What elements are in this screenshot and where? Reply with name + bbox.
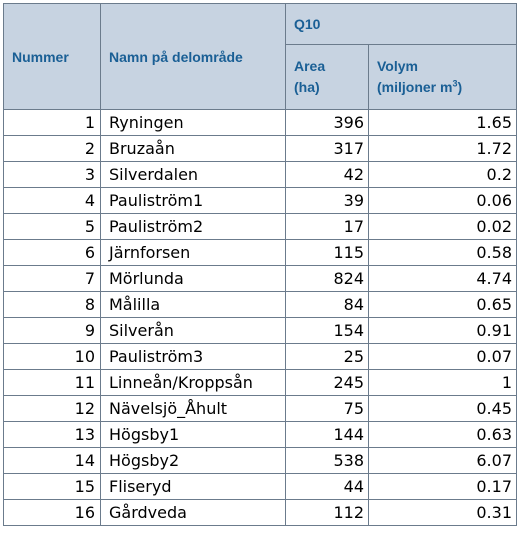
cell-volym: 0.2 [368,161,517,188]
cell-namn: Pauliström3 [100,343,286,370]
cell-area: 25 [285,343,369,370]
table-row: 6 Järnforsen 115 0.58 [3,239,517,266]
table-row: 13 Högsby1 144 0.63 [3,421,517,448]
header-area: Area (ha) [285,44,369,110]
header-namn: Namn på delområde [100,3,286,110]
cell-area: 824 [285,265,369,292]
subarea-table: Nummer Namn på delområde Q10 Area (ha) V… [3,3,517,526]
cell-area: 84 [285,291,369,318]
cell-volym: 0.07 [368,343,517,370]
table-row: 11 Linneån/Kroppsån 245 1 [3,369,517,396]
cell-namn: Pauliström1 [100,187,286,214]
cell-nummer: 5 [3,213,101,240]
header-area-label: Area [294,58,326,74]
cell-volym: 0.63 [368,421,517,448]
cell-area: 39 [285,187,369,214]
cell-nummer: 8 [3,291,101,318]
cell-namn: Nävelsjö_Åhult [100,395,286,422]
cell-area: 42 [285,161,369,188]
cell-area: 396 [285,109,369,136]
cell-nummer: 12 [3,395,101,422]
cell-area: 154 [285,317,369,344]
cell-nummer: 14 [3,447,101,474]
cell-namn: Linneån/Kroppsån [100,369,286,396]
cell-area: 115 [285,239,369,266]
cell-namn: Mörlunda [100,265,286,292]
cell-nummer: 2 [3,135,101,162]
table-row: 12 Nävelsjö_Åhult 75 0.45 [3,395,517,422]
cell-volym: 0.91 [368,317,517,344]
cell-namn: Högsby1 [100,421,286,448]
cell-namn: Högsby2 [100,447,286,474]
cell-namn: Bruzaån [100,135,286,162]
cell-nummer: 3 [3,161,101,188]
cell-volym: 1 [368,369,517,396]
cell-nummer: 10 [3,343,101,370]
cell-namn: Silverån [100,317,286,344]
cell-namn: Silverdalen [100,161,286,188]
cell-volym: 0.58 [368,239,517,266]
cell-volym: 0.02 [368,213,517,240]
cell-namn: Gårdveda [100,499,286,526]
table-row: 8 Målilla 84 0.65 [3,291,517,318]
cell-namn: Målilla [100,291,286,318]
cell-area: 245 [285,369,369,396]
cell-area: 538 [285,447,369,474]
cell-volym: 4.74 [368,265,517,292]
table-row: 5 Pauliström2 17 0.02 [3,213,517,240]
cell-nummer: 11 [3,369,101,396]
header-volym-unit: (miljoner m3) [377,77,516,98]
header-volym-unit-close: ) [457,79,463,95]
cell-nummer: 13 [3,421,101,448]
table-row: 16 Gårdveda 112 0.31 [3,499,517,526]
header-nummer: Nummer [3,3,101,110]
header-q10: Q10 [285,3,517,45]
cell-nummer: 6 [3,239,101,266]
table-row: 7 Mörlunda 824 4.74 [3,265,517,292]
cell-volym: 0.45 [368,395,517,422]
cell-area: 144 [285,421,369,448]
cell-area: 44 [285,473,369,500]
cell-namn: Ryningen [100,109,286,136]
cell-namn: Järnforsen [100,239,286,266]
cell-volym: 0.31 [368,499,517,526]
table-row: 9 Silverån 154 0.91 [3,317,517,344]
cell-nummer: 16 [3,499,101,526]
cell-namn: Fliseryd [100,473,286,500]
table-header: Nummer Namn på delområde Q10 Area (ha) V… [3,3,517,110]
cell-nummer: 15 [3,473,101,500]
cell-volym: 0.65 [368,291,517,318]
table-row: 4 Pauliström1 39 0.06 [3,187,517,214]
header-volym-unit-text: (miljoner m [377,79,453,95]
table-row: 10 Pauliström3 25 0.07 [3,343,517,370]
cell-volym: 0.06 [368,187,517,214]
cell-volym: 1.72 [368,135,517,162]
table-body: 1 Ryningen 396 1.65 2 Bruzaån 317 1.72 3… [3,109,517,526]
header-volym-unit-sup: 3 [452,78,458,89]
cell-nummer: 9 [3,317,101,344]
cell-area: 17 [285,213,369,240]
cell-volym: 1.65 [368,109,517,136]
table-row: 1 Ryningen 396 1.65 [3,109,517,136]
table-row: 3 Silverdalen 42 0.2 [3,161,517,188]
table-row: 15 Fliseryd 44 0.17 [3,473,517,500]
cell-namn: Pauliström2 [100,213,286,240]
cell-nummer: 1 [3,109,101,136]
cell-area: 112 [285,499,369,526]
header-volym-label: Volym [377,58,418,74]
cell-volym: 6.07 [368,447,517,474]
cell-area: 75 [285,395,369,422]
cell-volym: 0.17 [368,473,517,500]
table-row: 2 Bruzaån 317 1.72 [3,135,517,162]
cell-area: 317 [285,135,369,162]
cell-nummer: 4 [3,187,101,214]
header-volym: Volym (miljoner m3) [368,44,517,110]
table-row: 14 Högsby2 538 6.07 [3,447,517,474]
cell-nummer: 7 [3,265,101,292]
header-area-unit: (ha) [294,79,320,95]
